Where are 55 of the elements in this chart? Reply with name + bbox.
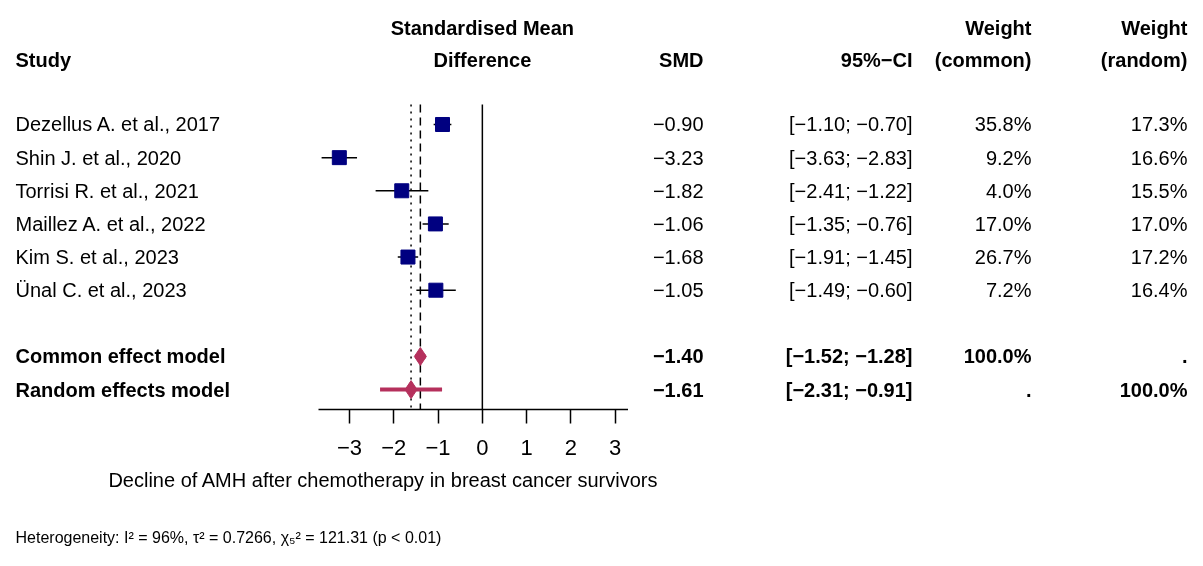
text: 7.2%	[985, 279, 1032, 302]
text: 17.0%	[1130, 212, 1188, 235]
text: −1.82	[652, 179, 704, 202]
text: [−3.63; −2.83]	[789, 146, 913, 169]
text: SMD	[659, 48, 704, 71]
y-tick-label: Ünal C. et al., 2023	[15, 279, 187, 302]
x-tick-label: 3	[609, 434, 622, 460]
text: 100.0%	[963, 345, 1032, 368]
y-tick-label: Shin J. et al., 2020	[15, 146, 182, 169]
y-tick-label: Common effect model	[15, 345, 226, 368]
y-tick-label: Torrisi R. et al., 2021	[15, 179, 199, 202]
text: .	[1025, 378, 1032, 401]
text: [−2.41; −1.22]	[789, 179, 913, 202]
text: [−1.49; −0.60]	[789, 279, 913, 302]
text: Weight (common)	[934, 17, 1032, 71]
text: −1.61	[652, 378, 704, 401]
text: −1.40	[652, 345, 704, 368]
text: 95%−CI	[840, 48, 913, 71]
x-tick-label: −3	[336, 434, 363, 460]
text: 4.0%	[985, 179, 1032, 202]
text: 17.0%	[974, 212, 1032, 235]
x-tick-label: 0	[476, 434, 489, 460]
text: 35.8%	[974, 113, 1032, 136]
x-axis-title: Decline of AMH after chemotherapy in breast cancer survivors	[108, 468, 658, 491]
chart-title: Standardised Mean Difference	[390, 17, 575, 71]
text: 17.2%	[1130, 246, 1188, 269]
text: [−1.52; −1.28]	[785, 345, 913, 368]
y-tick-label: Kim S. et al., 2023	[15, 246, 179, 269]
text: Heterogeneity: I² = 96%, τ² = 0.7266, χ₅² = 121.31 (p < 0.01)	[15, 529, 442, 546]
y-axis-title: Study	[15, 48, 72, 71]
text: [−2.31; −0.91]	[785, 378, 913, 401]
text: −3.23	[652, 146, 704, 169]
text: .	[1181, 345, 1188, 368]
text: 16.4%	[1130, 279, 1188, 302]
y-tick-label: Random effects model	[15, 378, 230, 401]
text: 17.3%	[1130, 113, 1188, 136]
text: 26.7%	[974, 246, 1032, 269]
text: Weight (random)	[1100, 17, 1188, 71]
text: 15.5%	[1130, 179, 1188, 202]
text: 9.2%	[985, 146, 1032, 169]
text: −0.90	[652, 113, 704, 136]
x-tick-label: 1	[520, 434, 533, 460]
text: [−1.35; −0.76]	[789, 212, 913, 235]
text: −1.68	[652, 246, 704, 269]
text: [−1.10; −0.70]	[789, 113, 913, 136]
y-tick-label: Maillez A. et al., 2022	[15, 212, 206, 235]
text: 16.6%	[1130, 146, 1188, 169]
text: −1.06	[652, 212, 704, 235]
text: [−1.91; −1.45]	[789, 246, 913, 269]
x-tick-label: −2	[381, 434, 407, 460]
x-tick-label: −1	[425, 434, 451, 460]
text: −1.05	[652, 279, 704, 302]
y-tick-label: Dezellus A. et al., 2017	[15, 113, 221, 136]
x-tick-label: 2	[564, 434, 578, 460]
text: 100.0%	[1119, 378, 1188, 401]
